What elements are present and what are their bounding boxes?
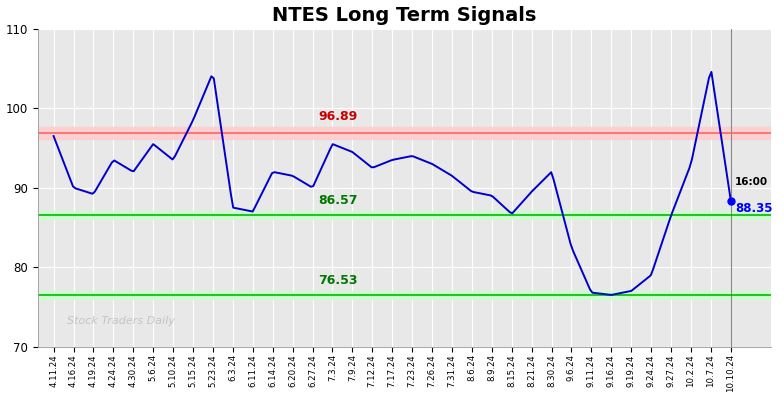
Bar [38,291,771,298]
Text: 96.89: 96.89 [318,110,358,123]
Text: 88.35: 88.35 [735,203,772,215]
Bar [38,127,771,139]
Text: 86.57: 86.57 [318,194,358,207]
Text: Stock Traders Daily: Stock Traders Daily [67,316,175,326]
Text: 16:00: 16:00 [735,177,768,187]
Text: 76.53: 76.53 [318,274,358,287]
Title: NTES Long Term Signals: NTES Long Term Signals [272,6,536,25]
Bar [38,211,771,219]
